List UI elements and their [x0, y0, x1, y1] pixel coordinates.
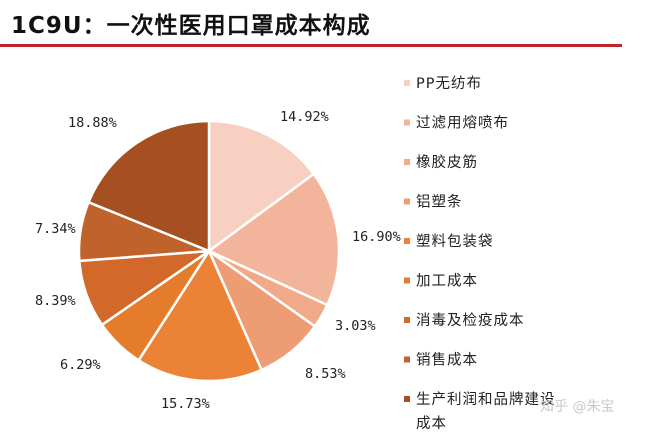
pie-slice [136, 248, 264, 383]
legend-swatch [404, 396, 410, 402]
legend-label: 橡胶皮筋 [416, 154, 478, 171]
title-underline [0, 44, 622, 47]
watermark: 知乎 @朱宝 [540, 399, 615, 415]
legend-label: 加工成本 [416, 273, 478, 290]
legend-label: 塑料包装袋 [416, 233, 494, 250]
legend-swatch [404, 277, 410, 284]
chart-title: 1C9U：一次性医用口罩成本构成 [11, 13, 371, 39]
slice-value-label: 18.88% [68, 115, 117, 131]
legend-label: 消毒及检疫成本 [416, 312, 525, 329]
legend-label: 销售成本 [416, 352, 478, 369]
legend-swatch [404, 238, 410, 244]
slice-value-label: 8.53% [305, 366, 346, 382]
pie-labels: 14.92% 16.90% 3.03% 8.53% 15.73% 6.29% 8.39% 7.… [35, 109, 401, 412]
pie-slice [206, 172, 341, 307]
legend-label: PP无纺布 [416, 75, 482, 92]
pie-slice [207, 119, 316, 254]
legend-label: 成本 [416, 415, 447, 432]
pie-slice [86, 119, 211, 253]
slice-value-label: 14.92% [280, 109, 329, 125]
legend-swatch [404, 80, 410, 86]
legend-swatch [404, 198, 410, 205]
legend: PP无纺布过滤用熔喷布橡胶皮筋铝塑条塑料包装袋加工成本消毒及检疫成本销售成本生产… [404, 75, 556, 432]
legend-swatch [404, 356, 410, 363]
pie-slices [77, 119, 341, 383]
slice-value-label: 7.34% [35, 221, 76, 237]
slice-value-label: 16.90% [352, 229, 401, 245]
legend-swatch [404, 317, 410, 323]
slice-value-label: 8.39% [35, 293, 76, 309]
legend-swatch [404, 119, 410, 126]
legend-label: 过滤用熔喷布 [416, 115, 509, 132]
slice-value-label: 3.03% [335, 318, 376, 334]
slice-value-label: 15.73% [161, 396, 210, 412]
legend-label: 生产利润和品牌建设 [416, 391, 556, 408]
slice-value-label: 6.29% [60, 357, 101, 373]
legend-swatch [404, 159, 410, 165]
legend-label: 铝塑条 [416, 194, 463, 211]
